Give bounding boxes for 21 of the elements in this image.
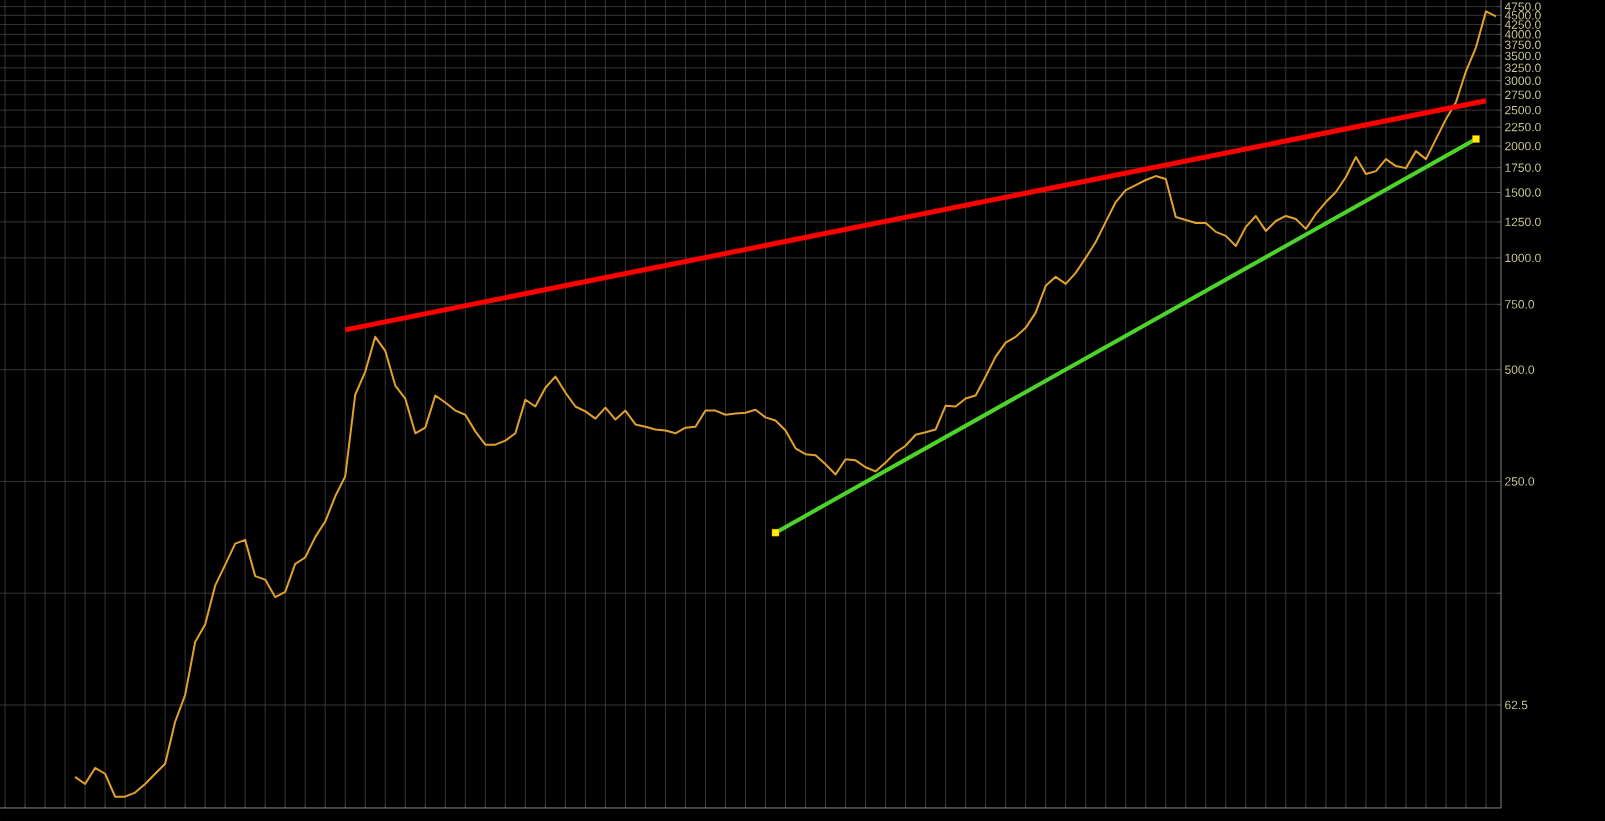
y-tick-label: 2250.0 <box>1505 122 1541 132</box>
y-tick-label: 62.5 <box>1505 700 1528 710</box>
line-series <box>74 10 1497 798</box>
y-tick-label: 3500.0 <box>1504 51 1541 61</box>
y-tick-label: 2000.0 <box>1505 141 1541 151</box>
y-tick-label: 1750.0 <box>1505 163 1541 172</box>
y-tick-label: 2500.0 <box>1505 105 1541 115</box>
y-tick-label: 3250.0 <box>1504 63 1541 73</box>
y-tick-label: 2750.0 <box>1505 90 1541 99</box>
y-tick-label: 500.0 <box>1505 365 1535 374</box>
y-tick-label: 3750.0 <box>1504 40 1541 50</box>
y-tick-label: 4500.0 <box>1504 11 1541 20</box>
y-tick-label: 1500.0 <box>1505 188 1541 197</box>
y-tick-label: 4000.0 <box>1504 30 1541 39</box>
y-tick-label: 3000.0 <box>1504 76 1541 85</box>
y-tick-label: 4250.0 <box>1504 20 1541 29</box>
y-tick-label: 750.0 <box>1505 300 1535 309</box>
y-tick-label: 1000.0 <box>1505 253 1541 263</box>
y-tick-label: 250.0 <box>1505 477 1535 486</box>
y-tick-label: 1250.0 <box>1505 217 1541 227</box>
y-tick-label: 4750.0 <box>1504 2 1541 11</box>
